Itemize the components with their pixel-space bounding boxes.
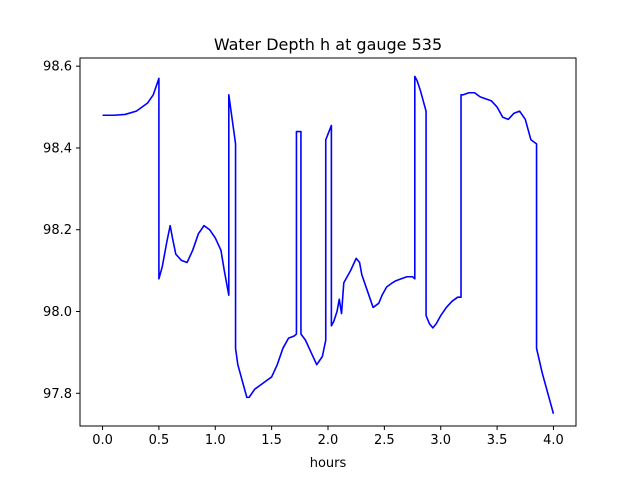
- x-tick-label: 2.5: [374, 433, 395, 448]
- x-tick-label: 2.0: [318, 433, 339, 448]
- y-axis-ticks: 97.8 98.0 98.2 98.4 98.6: [43, 60, 80, 402]
- chart-title: Water Depth h at gauge 535: [214, 35, 442, 54]
- y-tick-label: 98.2: [43, 223, 72, 238]
- y-tick-label: 98.4: [43, 141, 72, 156]
- plot-data-layer: [102, 75, 555, 414]
- x-tick-label: 0.5: [149, 433, 170, 448]
- x-tick-label: 1.5: [261, 433, 282, 448]
- x-tick-label: 0.0: [92, 433, 113, 448]
- x-tick-label: 3.5: [487, 433, 508, 448]
- x-tick-label: 1.0: [205, 433, 226, 448]
- y-tick-label: 98.6: [43, 60, 72, 75]
- x-tick-label: 4.0: [543, 433, 564, 448]
- x-axis-label: hours: [310, 456, 347, 471]
- y-tick-label: 97.8: [43, 387, 72, 402]
- x-tick-label: 3.0: [430, 433, 451, 448]
- series-line-0: [102, 75, 555, 414]
- x-axis-ticks: 0.0 0.5 1.0 1.5 2.0 2.5 3.0 3.5 4.0: [92, 426, 564, 448]
- y-tick-label: 98.0: [43, 305, 72, 320]
